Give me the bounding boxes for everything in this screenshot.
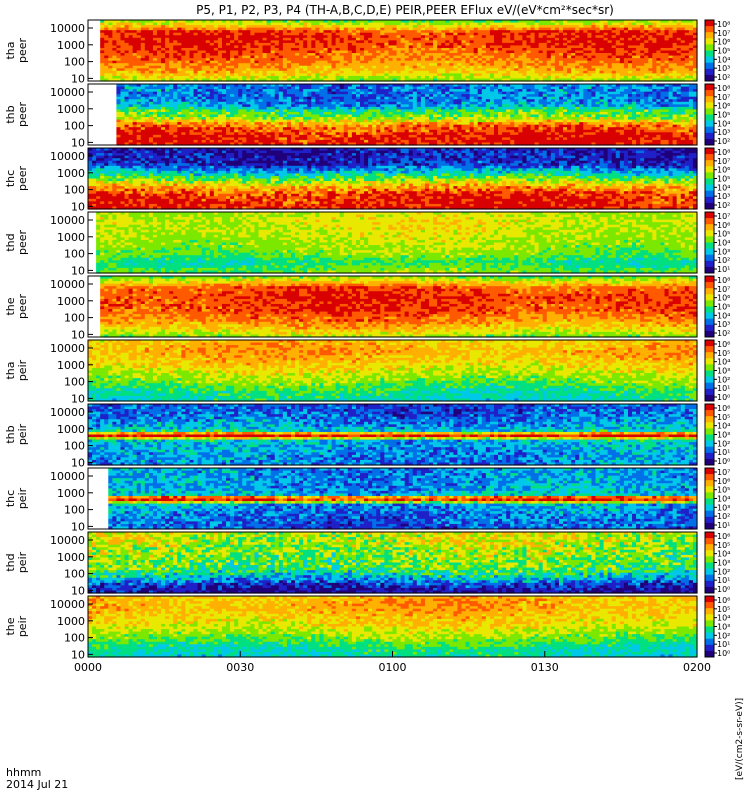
spectrogram-figure: P5, P1, P2, P3, P4 (TH-A,B,C,D,E) PEIR,P… xyxy=(0,0,750,800)
chart-title: P5, P1, P2, P3, P4 (TH-A,B,C,D,E) PEIR,P… xyxy=(196,3,614,17)
heatmap-cells xyxy=(100,20,697,82)
